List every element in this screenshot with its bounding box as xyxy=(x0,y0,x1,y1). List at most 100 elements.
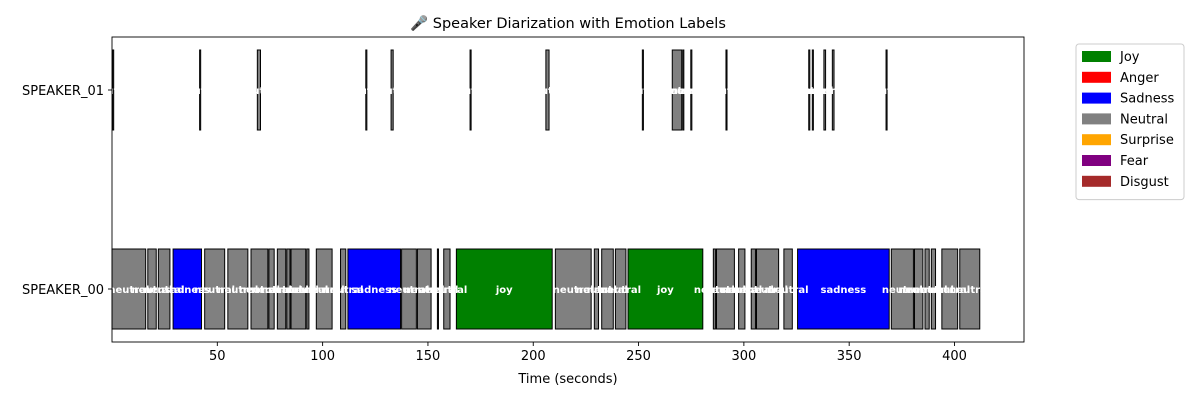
segment-label: neutral xyxy=(261,285,302,296)
segment-bar xyxy=(797,248,890,330)
segment-bar xyxy=(469,49,472,131)
x-tick-label: 50 xyxy=(209,349,226,364)
segment-label: neutral xyxy=(304,285,345,296)
segment-label: neutral xyxy=(450,86,491,97)
segment-label: neutral xyxy=(733,285,774,296)
segment-bar xyxy=(924,248,930,330)
segment-bar xyxy=(690,49,693,131)
segment-label: neutral xyxy=(576,285,617,296)
segment-bar xyxy=(340,248,347,330)
segment-label: neutral xyxy=(426,285,467,296)
segment-bar xyxy=(545,49,550,131)
segment-label: neutral xyxy=(747,285,788,296)
segment-label: neutral xyxy=(706,86,747,97)
segment-bar xyxy=(416,248,432,330)
segment-bar xyxy=(823,49,827,131)
segment-bar xyxy=(204,248,226,330)
segment-label: sadness xyxy=(821,285,867,296)
segment-label: neutral xyxy=(882,285,923,296)
x-tick-label: 150 xyxy=(416,349,441,364)
y-axis: SPEAKER_00 SPEAKER_01 xyxy=(22,84,112,298)
segment-bar xyxy=(831,49,835,131)
segment-bar xyxy=(347,248,402,330)
segment-label: neutral xyxy=(346,86,387,97)
legend-swatch xyxy=(1082,155,1111,166)
segment-bar xyxy=(671,49,683,131)
y-tick-label: SPEAKER_01 xyxy=(22,84,104,99)
segment-label: neutral xyxy=(813,86,854,97)
segment-bar xyxy=(401,248,417,330)
segment-label: neutral xyxy=(389,285,430,296)
segment-label: neutral xyxy=(866,86,907,97)
x-tick-label: 400 xyxy=(942,349,967,364)
segment-bar xyxy=(365,49,368,131)
segment-bar xyxy=(111,248,147,330)
segment-label: neutral xyxy=(804,86,845,97)
segment-bar xyxy=(959,248,981,330)
segment-bar xyxy=(268,248,275,330)
segment-label: neutral xyxy=(907,285,948,296)
legend-swatch xyxy=(1082,71,1111,83)
segment-bar xyxy=(715,248,735,330)
segment-label: neutral xyxy=(108,285,149,296)
segment-label: neutral xyxy=(527,86,568,97)
legend-swatch xyxy=(1082,175,1111,187)
segment-label: neutral xyxy=(239,285,280,296)
segment-bar xyxy=(256,49,261,131)
segment-bar xyxy=(750,248,756,330)
segment-label: neutral xyxy=(323,285,364,296)
segment-bar xyxy=(614,248,627,330)
legend-label: Neutral xyxy=(1120,112,1168,127)
legend-swatch xyxy=(1082,51,1111,62)
segment-bar xyxy=(682,49,685,131)
segment-label: neutral xyxy=(622,86,663,97)
legend-swatch xyxy=(1082,134,1111,146)
segment-label: neutral xyxy=(721,285,762,296)
segment-bar xyxy=(641,49,644,131)
segment-bar xyxy=(443,248,451,330)
segment-bar xyxy=(554,248,592,330)
segment-bar xyxy=(286,248,291,330)
segment-label: neutral xyxy=(929,285,970,296)
segment-label: neutral xyxy=(600,285,641,296)
segment-bar xyxy=(712,248,716,330)
segment-bar xyxy=(913,248,924,330)
segment-bar xyxy=(885,49,888,131)
segment-bar xyxy=(290,248,307,330)
segment-label: neutral xyxy=(789,86,830,97)
segment-label: neutral xyxy=(768,285,809,296)
segment-label: neutral xyxy=(180,86,221,97)
segment-bar xyxy=(783,248,793,330)
chart-title: 🎤 Speaker Diarization with Emotion Label… xyxy=(410,14,726,32)
segment-bar xyxy=(306,248,310,330)
segment-label: neutral xyxy=(663,86,704,97)
x-tick-label: 350 xyxy=(837,349,862,364)
segment-bar xyxy=(250,248,269,330)
segment-label: neutral xyxy=(268,285,309,296)
segment-bar xyxy=(601,248,614,330)
legend: Joy Anger Sadness Neutral Surprise Fear Disgus… xyxy=(1075,43,1185,201)
segment-label: sadness xyxy=(164,285,210,296)
legend-label: Joy xyxy=(1119,50,1140,65)
legend-label: Fear xyxy=(1120,154,1149,169)
segment-bar xyxy=(738,248,746,330)
segment-label: neutral xyxy=(705,285,746,296)
segment-bar xyxy=(811,49,814,131)
segment-bar xyxy=(890,248,914,330)
segment-bar xyxy=(756,248,780,330)
x-tick-label: 300 xyxy=(731,349,756,364)
segment-bar xyxy=(627,248,704,330)
segment-bar xyxy=(930,248,937,330)
segment-label: neutral xyxy=(217,285,258,296)
segment-label: neutral xyxy=(949,285,990,296)
segment-label: neutral xyxy=(238,86,279,97)
segment-bar xyxy=(112,49,115,131)
x-tick-label: 100 xyxy=(310,349,335,364)
segment-label: joy xyxy=(495,285,513,296)
segment-bar xyxy=(157,248,171,330)
plot-frame xyxy=(111,36,1025,343)
segment-bar xyxy=(436,248,439,330)
legend-label: Disgust xyxy=(1120,175,1169,190)
